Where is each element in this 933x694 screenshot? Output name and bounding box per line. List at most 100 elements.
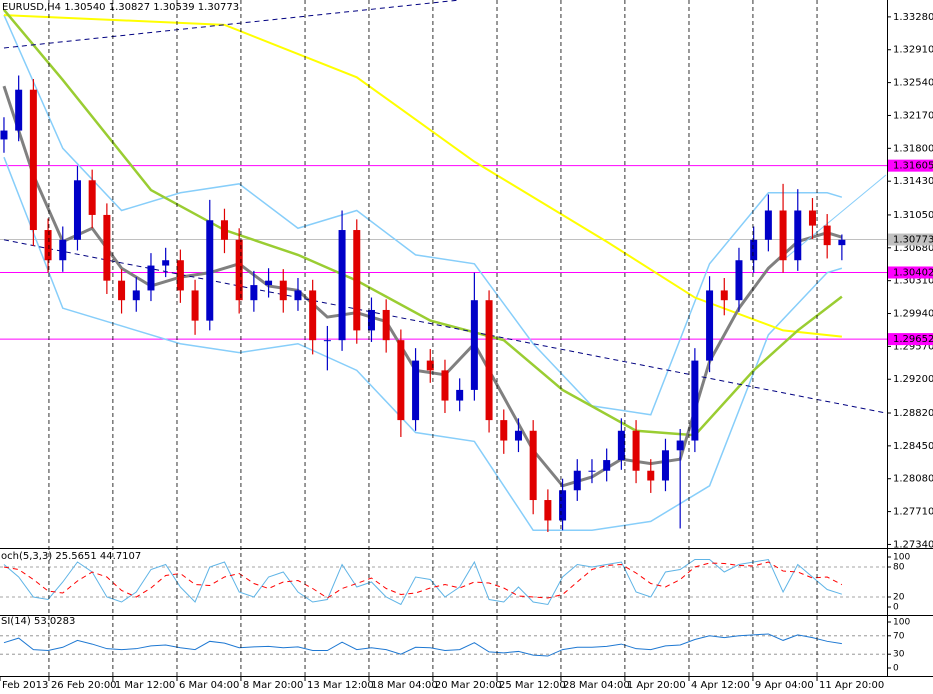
candle-body <box>456 389 464 401</box>
candle-body <box>500 420 508 441</box>
y-tick-label: 1.28450 <box>893 441 933 452</box>
candle-body <box>764 210 772 240</box>
candle-body <box>838 239 846 246</box>
x-tick-label: 18 Mar 04:00 <box>371 680 438 691</box>
y-tick-label: 1.32910 <box>893 45 933 56</box>
indicator-title: SI(14) 53.0283 <box>1 616 75 627</box>
y-tick-label: 100 <box>893 553 910 563</box>
y-tick-label: 1.27340 <box>893 539 933 550</box>
candle-body <box>794 210 802 261</box>
overlay-line <box>3 14 843 416</box>
candle-body <box>338 230 346 341</box>
rsi-plot <box>0 633 887 657</box>
indicator-title: och(5,3,3) 25.5651 44.7107 <box>1 551 141 562</box>
candle-body <box>132 290 140 301</box>
y-tick-label: 1.27710 <box>893 507 933 518</box>
level-label-box <box>888 159 933 172</box>
candle-body <box>412 360 420 421</box>
price-plot <box>0 0 887 533</box>
x-tick-label: 8 Mar 20:00 <box>243 680 303 691</box>
x-tick-label: Feb 2013 <box>2 680 48 691</box>
indicator-line <box>3 561 843 599</box>
x-tick-label: 20 Mar 20:00 <box>435 680 502 691</box>
candle-body <box>220 220 228 240</box>
candle-body <box>176 260 184 291</box>
y-tick-label: 1.31050 <box>893 210 933 221</box>
candle-body <box>559 490 567 521</box>
candle-body <box>720 290 728 301</box>
candle-body <box>485 300 493 421</box>
y-tick-label: 1.30310 <box>893 276 933 287</box>
y-tick-label: 0 <box>893 603 899 613</box>
candle-body <box>191 290 199 321</box>
candle-body <box>29 89 37 231</box>
candle-body <box>647 470 655 481</box>
candle-body <box>73 180 81 240</box>
candle-body <box>206 220 214 321</box>
candle-body <box>808 210 816 226</box>
level-label-box <box>888 233 933 246</box>
candle-body <box>88 180 96 215</box>
y-tick-label: 1.31800 <box>893 143 933 154</box>
y-tick-label: 30 <box>893 650 905 660</box>
level-label: 1.30773 <box>893 235 933 246</box>
x-tick-label: 28 Mar 04:00 <box>563 680 630 691</box>
candle-body <box>118 280 126 301</box>
indicator-line <box>3 558 843 606</box>
candle-body <box>309 290 317 341</box>
y-tick-label: 1.28080 <box>893 474 933 485</box>
x-tick-label: 11 Apr 20:00 <box>819 680 884 691</box>
candle-body <box>573 470 581 491</box>
candle-body <box>706 290 714 361</box>
candle-body <box>823 225 831 246</box>
overlay-line <box>3 156 843 531</box>
y-tick-label: 1.31430 <box>893 176 933 187</box>
candle-body <box>235 239 243 301</box>
stochastic-plot <box>0 558 887 606</box>
level-label-box <box>888 333 933 346</box>
indicator-line <box>3 633 842 657</box>
chart-title: EURUSD,H4 1.30540 1.30827 1.30539 1.3077… <box>2 2 239 13</box>
candle-body <box>367 309 375 331</box>
candle-body <box>750 239 758 261</box>
candle-body <box>323 340 331 342</box>
candle-body <box>426 360 434 371</box>
candle-body <box>529 430 537 501</box>
overlay-line <box>3 0 460 49</box>
candle-body <box>691 360 699 441</box>
overlay-line <box>3 14 842 338</box>
level-label: 1.29652 <box>893 334 933 345</box>
x-tick-label: 9 Apr 04:00 <box>755 680 814 691</box>
candle-body <box>353 230 361 331</box>
candle-body <box>441 370 449 401</box>
candle-body <box>603 460 611 471</box>
y-tick-label: 1.32170 <box>893 110 933 121</box>
candle-body <box>632 430 640 471</box>
candle-body <box>735 260 743 301</box>
y-tick-label: 100 <box>893 618 910 628</box>
candle-body <box>676 440 684 451</box>
level-label: 1.30402 <box>893 267 933 278</box>
candle-body <box>103 214 111 281</box>
candle-body <box>250 285 258 301</box>
candle-body <box>397 340 405 421</box>
y-tick-label: 0 <box>893 664 899 674</box>
level-label: 1.31605 <box>893 161 933 172</box>
axes: 1.33280 1.32910 1.32540 1.32170 1.31800 1.314… <box>0 12 933 691</box>
candle-body <box>661 450 669 481</box>
y-tick-label: 1.32540 <box>893 78 933 89</box>
overlay-line <box>3 239 887 414</box>
x-tick-label: 26 Feb 20:00 <box>51 680 117 691</box>
candle-body <box>265 280 273 286</box>
candle-body <box>147 265 155 291</box>
candle-body <box>588 470 596 472</box>
candle-body <box>0 130 8 140</box>
candle-body <box>15 89 23 131</box>
candle-body <box>294 290 302 301</box>
candle-body <box>514 430 522 441</box>
x-tick-label: 25 Mar 12:00 <box>499 680 566 691</box>
x-tick-label: 13 Mar 12:00 <box>307 680 374 691</box>
x-tick-label: 4 Apr 12:00 <box>691 680 750 691</box>
